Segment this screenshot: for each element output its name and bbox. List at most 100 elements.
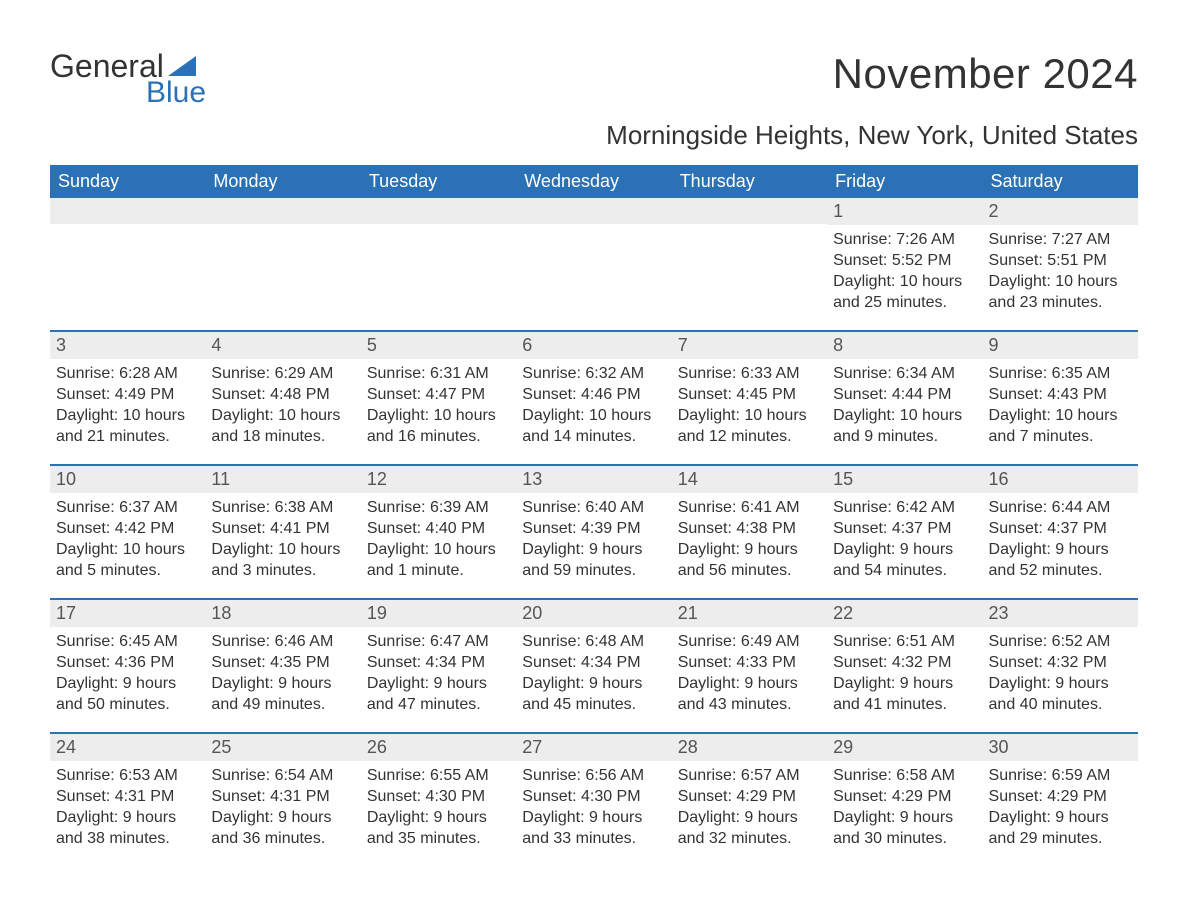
weekday-header: Wednesday [516,165,671,198]
week-row: 10Sunrise: 6:37 AMSunset: 4:42 PMDayligh… [50,464,1138,598]
day-details: Sunrise: 6:40 AMSunset: 4:39 PMDaylight:… [516,493,671,587]
daylight1-text: Daylight: 9 hours [989,807,1132,828]
sunset-text: Sunset: 4:44 PM [833,384,976,405]
daylight1-text: Daylight: 9 hours [211,673,354,694]
sunset-text: Sunset: 4:43 PM [989,384,1132,405]
day-number: 5 [361,332,516,359]
sunset-text: Sunset: 4:30 PM [367,786,510,807]
daylight1-text: Daylight: 9 hours [56,673,199,694]
day-details: Sunrise: 6:29 AMSunset: 4:48 PMDaylight:… [205,359,360,453]
daylight2-text: and 47 minutes. [367,694,510,715]
day-number [50,198,205,224]
day-details: Sunrise: 6:42 AMSunset: 4:37 PMDaylight:… [827,493,982,587]
daylight2-text: and 41 minutes. [833,694,976,715]
sunset-text: Sunset: 4:32 PM [989,652,1132,673]
sunrise-text: Sunrise: 6:47 AM [367,631,510,652]
day-details: Sunrise: 6:48 AMSunset: 4:34 PMDaylight:… [516,627,671,721]
daylight1-text: Daylight: 10 hours [833,405,976,426]
day-number [361,198,516,224]
sunrise-text: Sunrise: 6:54 AM [211,765,354,786]
day-number: 3 [50,332,205,359]
sunset-text: Sunset: 4:38 PM [678,518,821,539]
day-number: 4 [205,332,360,359]
daylight1-text: Daylight: 9 hours [678,807,821,828]
daylight2-text: and 52 minutes. [989,560,1132,581]
daylight1-text: Daylight: 10 hours [211,405,354,426]
sunrise-text: Sunrise: 6:59 AM [989,765,1132,786]
daylight1-text: Daylight: 9 hours [522,807,665,828]
weekday-header-row: SundayMondayTuesdayWednesdayThursdayFrid… [50,165,1138,198]
daylight1-text: Daylight: 9 hours [833,673,976,694]
sunset-text: Sunset: 4:29 PM [989,786,1132,807]
day-number: 20 [516,600,671,627]
weekday-header: Monday [205,165,360,198]
sunset-text: Sunset: 4:40 PM [367,518,510,539]
day-cell [50,198,205,330]
day-cell: 25Sunrise: 6:54 AMSunset: 4:31 PMDayligh… [205,734,360,855]
day-cell: 13Sunrise: 6:40 AMSunset: 4:39 PMDayligh… [516,466,671,598]
day-number: 30 [983,734,1138,761]
day-cell: 14Sunrise: 6:41 AMSunset: 4:38 PMDayligh… [672,466,827,598]
day-cell: 16Sunrise: 6:44 AMSunset: 4:37 PMDayligh… [983,466,1138,598]
sunset-text: Sunset: 4:33 PM [678,652,821,673]
daylight1-text: Daylight: 10 hours [678,405,821,426]
daylight2-text: and 12 minutes. [678,426,821,447]
day-cell: 3Sunrise: 6:28 AMSunset: 4:49 PMDaylight… [50,332,205,464]
day-number [205,198,360,224]
daylight1-text: Daylight: 10 hours [56,539,199,560]
day-details: Sunrise: 6:52 AMSunset: 4:32 PMDaylight:… [983,627,1138,721]
day-number: 26 [361,734,516,761]
sunrise-text: Sunrise: 6:37 AM [56,497,199,518]
daylight2-text: and 50 minutes. [56,694,199,715]
day-cell: 6Sunrise: 6:32 AMSunset: 4:46 PMDaylight… [516,332,671,464]
sunset-text: Sunset: 4:36 PM [56,652,199,673]
sunrise-text: Sunrise: 6:29 AM [211,363,354,384]
daylight1-text: Daylight: 10 hours [56,405,199,426]
weekday-header: Thursday [672,165,827,198]
sunset-text: Sunset: 4:41 PM [211,518,354,539]
daylight2-text: and 23 minutes. [989,292,1132,313]
day-details: Sunrise: 6:35 AMSunset: 4:43 PMDaylight:… [983,359,1138,453]
sunrise-text: Sunrise: 7:26 AM [833,229,976,250]
day-cell: 11Sunrise: 6:38 AMSunset: 4:41 PMDayligh… [205,466,360,598]
day-number: 23 [983,600,1138,627]
daylight2-text: and 7 minutes. [989,426,1132,447]
day-number: 28 [672,734,827,761]
sunset-text: Sunset: 4:31 PM [211,786,354,807]
day-cell: 18Sunrise: 6:46 AMSunset: 4:35 PMDayligh… [205,600,360,732]
weekday-header: Friday [827,165,982,198]
daylight1-text: Daylight: 9 hours [833,807,976,828]
daylight1-text: Daylight: 10 hours [367,539,510,560]
sunrise-text: Sunrise: 6:40 AM [522,497,665,518]
week-row: 17Sunrise: 6:45 AMSunset: 4:36 PMDayligh… [50,598,1138,732]
daylight1-text: Daylight: 9 hours [367,807,510,828]
sunrise-text: Sunrise: 6:39 AM [367,497,510,518]
day-details: Sunrise: 6:32 AMSunset: 4:46 PMDaylight:… [516,359,671,453]
daylight1-text: Daylight: 10 hours [989,405,1132,426]
brand-text-blue: Blue [146,78,206,108]
weekday-header: Sunday [50,165,205,198]
sunrise-text: Sunrise: 7:27 AM [989,229,1132,250]
day-number [516,198,671,224]
sunset-text: Sunset: 4:29 PM [678,786,821,807]
sunrise-text: Sunrise: 6:32 AM [522,363,665,384]
sunrise-text: Sunrise: 6:46 AM [211,631,354,652]
daylight2-text: and 54 minutes. [833,560,976,581]
day-number: 13 [516,466,671,493]
day-cell: 7Sunrise: 6:33 AMSunset: 4:45 PMDaylight… [672,332,827,464]
day-number: 16 [983,466,1138,493]
daylight2-text: and 5 minutes. [56,560,199,581]
day-cell: 15Sunrise: 6:42 AMSunset: 4:37 PMDayligh… [827,466,982,598]
sunrise-text: Sunrise: 6:53 AM [56,765,199,786]
sunrise-text: Sunrise: 6:28 AM [56,363,199,384]
day-details: Sunrise: 6:39 AMSunset: 4:40 PMDaylight:… [361,493,516,587]
daylight2-text: and 43 minutes. [678,694,821,715]
day-details: Sunrise: 6:44 AMSunset: 4:37 PMDaylight:… [983,493,1138,587]
daylight1-text: Daylight: 10 hours [211,539,354,560]
calendar: SundayMondayTuesdayWednesdayThursdayFrid… [50,165,1138,855]
day-details: Sunrise: 7:26 AMSunset: 5:52 PMDaylight:… [827,225,982,319]
day-number: 6 [516,332,671,359]
day-cell [205,198,360,330]
day-details: Sunrise: 6:28 AMSunset: 4:49 PMDaylight:… [50,359,205,453]
sunrise-text: Sunrise: 6:35 AM [989,363,1132,384]
